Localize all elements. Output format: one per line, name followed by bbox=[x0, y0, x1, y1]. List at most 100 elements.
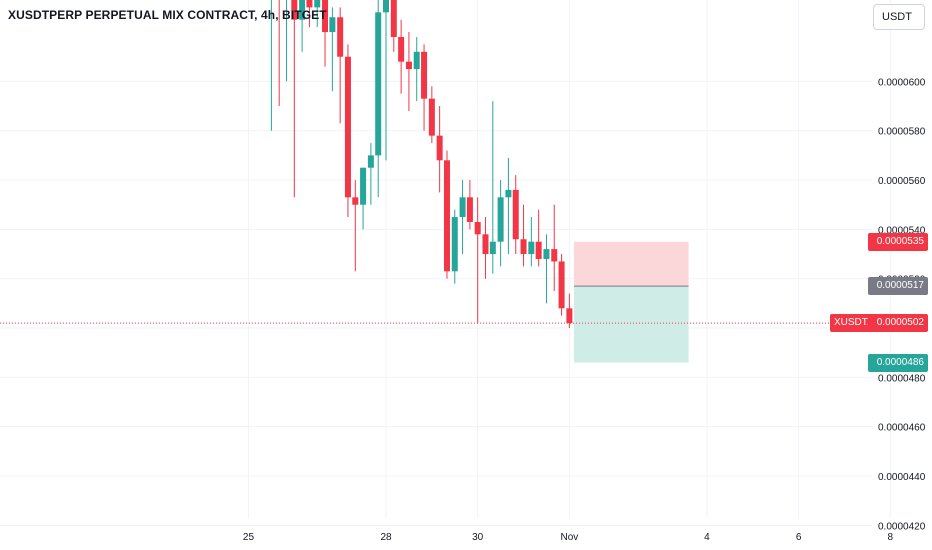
candle-body bbox=[474, 221, 481, 235]
symbol-label: XUSDT.P bbox=[830, 314, 881, 333]
candle-body bbox=[512, 189, 519, 240]
candle bbox=[398, 19, 405, 94]
position-zones bbox=[573, 241, 689, 363]
candle-body bbox=[428, 98, 435, 136]
candle bbox=[497, 180, 504, 267]
candle-body bbox=[360, 167, 367, 205]
chart-title: XUSDTPERP PERPETUAL MIX CONTRACT, 4h, BI… bbox=[8, 8, 327, 22]
candle bbox=[520, 204, 527, 267]
candle-body bbox=[489, 241, 496, 255]
candle-body bbox=[352, 197, 359, 205]
target-price-label: 0.0000486 bbox=[868, 353, 928, 372]
candle bbox=[390, 0, 397, 52]
candle bbox=[344, 44, 351, 218]
candle bbox=[512, 175, 519, 255]
candle-body bbox=[398, 36, 405, 62]
candle-body bbox=[375, 12, 382, 156]
stop-loss-zone bbox=[573, 241, 689, 287]
entry-price-label: 0.0000517 bbox=[868, 277, 928, 296]
candles bbox=[270, 0, 573, 329]
candle-body bbox=[306, 0, 313, 8]
x-tick-label: 30 bbox=[472, 532, 484, 543]
candle-body bbox=[451, 217, 458, 272]
candle bbox=[322, 0, 329, 67]
candle bbox=[383, 0, 390, 161]
y-tick-label: 0.0000480 bbox=[878, 373, 926, 384]
candle-body bbox=[543, 249, 550, 259]
y-tick-label: 0.0000420 bbox=[878, 521, 926, 532]
candle-body bbox=[421, 51, 428, 99]
candle bbox=[558, 254, 565, 316]
candle-body bbox=[337, 17, 344, 57]
y-tick-label: 0.0000440 bbox=[878, 472, 926, 483]
x-tick-label: 28 bbox=[380, 532, 392, 543]
x-axis-ticks: 25 28 30 Nov 4 6 8 bbox=[243, 532, 894, 543]
candle-body bbox=[558, 261, 565, 309]
candle bbox=[428, 86, 435, 144]
candle-body bbox=[413, 51, 420, 70]
candle bbox=[421, 44, 428, 131]
candle bbox=[299, 0, 306, 52]
candle-body bbox=[344, 56, 351, 198]
y-tick-label: 0.0000600 bbox=[878, 77, 926, 88]
candle bbox=[535, 209, 542, 267]
candle-body bbox=[482, 234, 489, 255]
candle bbox=[413, 36, 420, 102]
candle-body bbox=[535, 241, 542, 259]
candle-body bbox=[528, 241, 535, 255]
y-tick-label: 0.0000560 bbox=[878, 176, 926, 187]
candle-body bbox=[314, 0, 321, 8]
candle bbox=[482, 217, 489, 279]
candle-body bbox=[405, 61, 412, 70]
take-profit-zone bbox=[573, 286, 689, 363]
candle bbox=[375, 0, 382, 198]
y-tick-label: 0.0000540 bbox=[878, 225, 926, 236]
candle bbox=[367, 143, 374, 205]
candle-body bbox=[291, 0, 298, 20]
candle-body bbox=[551, 249, 558, 262]
candle-body bbox=[329, 17, 336, 33]
candle bbox=[543, 234, 550, 304]
y-tick-label: 0.0000460 bbox=[878, 423, 926, 434]
candle-body bbox=[505, 189, 512, 198]
candle-body bbox=[459, 197, 466, 218]
candle bbox=[314, 0, 321, 28]
x-tick-label: 25 bbox=[243, 532, 255, 543]
current-price-label: 0.0000502 bbox=[868, 314, 928, 333]
candle-body bbox=[299, 0, 306, 20]
candle-body bbox=[566, 308, 573, 324]
candle bbox=[286, 0, 288, 82]
x-tick-label: Nov bbox=[560, 532, 578, 543]
candle bbox=[474, 197, 481, 324]
candle bbox=[466, 180, 473, 230]
candle bbox=[459, 180, 466, 255]
y-tick-label: 0.0000580 bbox=[878, 127, 926, 138]
candle bbox=[291, 0, 298, 198]
y-axis-ticks: 0.0000420 0.0000440 0.0000460 0.0000480 0.00… bbox=[878, 77, 926, 532]
candle bbox=[505, 157, 512, 255]
candle-body bbox=[390, 0, 397, 37]
candle bbox=[352, 180, 359, 272]
x-tick-label: 6 bbox=[796, 532, 802, 543]
candle-body bbox=[520, 239, 527, 255]
candle bbox=[551, 204, 558, 292]
candle bbox=[528, 217, 535, 267]
candle bbox=[405, 32, 412, 111]
candle bbox=[329, 7, 336, 92]
candle bbox=[270, 0, 272, 131]
candle bbox=[360, 167, 367, 230]
candle-body bbox=[443, 160, 450, 272]
candle bbox=[278, 0, 280, 107]
candle-body bbox=[367, 155, 374, 168]
candle-body bbox=[436, 135, 443, 161]
candle bbox=[443, 150, 450, 279]
candle bbox=[489, 101, 496, 274]
candle bbox=[566, 293, 573, 329]
candle-body bbox=[497, 197, 504, 242]
stop-price-label: 0.0000535 bbox=[868, 232, 928, 251]
candle bbox=[337, 7, 344, 124]
candle-body bbox=[322, 0, 329, 33]
currency-button[interactable]: USDT bbox=[873, 4, 925, 30]
